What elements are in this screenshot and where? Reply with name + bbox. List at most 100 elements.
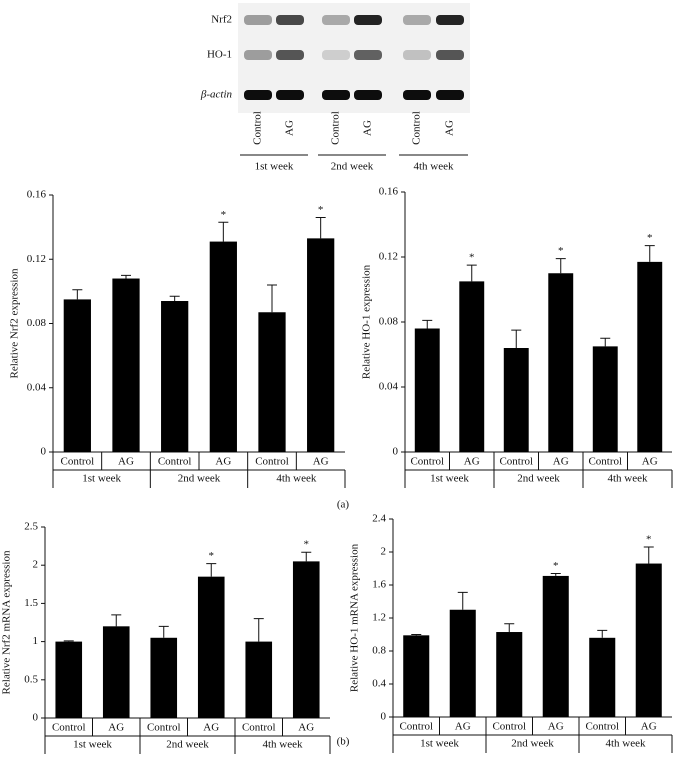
panel-label: (a) xyxy=(337,499,350,511)
chart: 0 0.5 1 1.5 2 2.5 Relative Nrf2 mRNA expressio… xyxy=(1,521,331,754)
bar xyxy=(635,563,662,717)
bar xyxy=(548,273,574,452)
y-tick-label: 0.08 xyxy=(27,317,47,329)
y-tick-label: 0 xyxy=(33,712,39,724)
significance-mark: * xyxy=(304,539,310,551)
bar xyxy=(459,281,485,452)
x-tick-label: AG xyxy=(455,721,471,733)
panel-label: (b) xyxy=(337,736,350,748)
error-bar xyxy=(643,546,654,564)
blot-group-label: 2nd week xyxy=(331,161,374,173)
error-bar xyxy=(218,221,229,242)
bar xyxy=(414,328,440,452)
group-label: 2nd week xyxy=(166,739,209,751)
blot-band xyxy=(403,15,431,25)
blot-band xyxy=(322,50,350,60)
y-tick-label: 0.12 xyxy=(379,251,398,263)
bar xyxy=(63,299,91,452)
blot-band xyxy=(276,50,304,60)
chart: 0 0.4 0.8 1.2 1.6 2 2.4 Relative HO-1 mRNA expr… xyxy=(349,513,673,753)
bar xyxy=(496,632,523,717)
blot-band xyxy=(354,15,382,25)
y-tick-label: 0.16 xyxy=(27,189,47,201)
blot-lane-label: AG xyxy=(444,120,456,136)
blot-band xyxy=(436,15,464,25)
blot-band xyxy=(403,50,431,60)
x-tick-label: AG xyxy=(215,456,231,468)
bar xyxy=(592,346,618,452)
x-tick-label: Control xyxy=(410,456,444,468)
bar xyxy=(209,241,237,452)
group-label: 1st week xyxy=(430,473,469,485)
bar xyxy=(542,575,569,717)
error-bar xyxy=(597,629,608,638)
x-tick-label: AG xyxy=(108,722,124,734)
group-label: 2nd week xyxy=(517,473,560,485)
blot-band xyxy=(244,50,272,60)
bar xyxy=(307,238,335,452)
y-tick-label: 2.5 xyxy=(24,521,38,533)
x-tick-label: AG xyxy=(313,456,329,468)
x-tick-label: Control xyxy=(492,721,526,733)
x-tick-label: AG xyxy=(642,456,658,468)
bar xyxy=(589,637,616,717)
y-tick-label: 0.16 xyxy=(379,186,399,198)
error-bar xyxy=(169,295,180,302)
y-tick-label: 0.04 xyxy=(379,381,399,393)
error-bar xyxy=(111,614,122,627)
error-bar xyxy=(644,245,655,262)
error-bar xyxy=(422,319,433,329)
group-label: 4th week xyxy=(605,738,646,750)
significance-mark: * xyxy=(553,560,559,572)
blot-band xyxy=(276,15,304,25)
x-tick-label: Control xyxy=(242,722,276,734)
error-bar xyxy=(411,634,422,636)
significance-mark: * xyxy=(318,204,324,216)
blot-band xyxy=(322,15,350,25)
error-bar xyxy=(315,216,326,239)
blot-lane-label: Control xyxy=(330,111,342,145)
blot-row-label: HO-1 xyxy=(207,49,232,61)
group-label: 1st week xyxy=(73,739,112,751)
x-tick-label: Control xyxy=(499,456,533,468)
error-bar xyxy=(466,264,477,282)
x-tick-label: Control xyxy=(399,721,433,733)
error-bar xyxy=(550,572,561,576)
chart: 0 0.04 0.08 0.12 0.16 Relative Nrf2 expressio… xyxy=(9,189,346,488)
error-bar xyxy=(504,623,515,633)
y-tick-label: 0.5 xyxy=(24,673,38,685)
blot-band xyxy=(436,50,464,60)
blot-band xyxy=(354,90,382,100)
bar xyxy=(449,609,476,717)
bar xyxy=(245,641,273,718)
bar xyxy=(197,576,225,718)
y-axis-label: Relative Nrf2 expression xyxy=(9,268,21,378)
error-bar xyxy=(206,563,217,577)
y-tick-label: 2 xyxy=(33,559,39,571)
error-bar xyxy=(511,329,522,348)
significance-mark: * xyxy=(647,232,653,244)
x-tick-label: AG xyxy=(298,722,314,734)
y-tick-label: 0 xyxy=(393,446,399,458)
x-tick-label: Control xyxy=(585,721,619,733)
x-tick-label: AG xyxy=(548,721,564,733)
bar xyxy=(258,312,286,452)
bar xyxy=(637,261,663,452)
y-tick-label: 0.4 xyxy=(372,678,386,690)
significance-mark: * xyxy=(469,252,475,264)
blot-band xyxy=(244,15,272,25)
y-tick-label: 0.8 xyxy=(372,645,386,657)
y-tick-label: 1 xyxy=(33,635,39,647)
group-label: 2nd week xyxy=(511,738,554,750)
group-label: 4th week xyxy=(262,739,303,751)
group-label: 1st week xyxy=(82,473,121,485)
significance-mark: * xyxy=(558,245,564,257)
blot-band xyxy=(322,90,350,100)
blot-lane-label: Control xyxy=(252,111,264,145)
bar xyxy=(102,626,130,718)
chart: 0 0.04 0.08 0.12 0.16 Relative HO-1 expressio… xyxy=(361,186,673,488)
y-axis-label: Relative HO-1 mRNA expression xyxy=(349,543,361,692)
y-tick-label: 0 xyxy=(381,711,387,723)
blot-lane-label: AG xyxy=(362,120,374,136)
